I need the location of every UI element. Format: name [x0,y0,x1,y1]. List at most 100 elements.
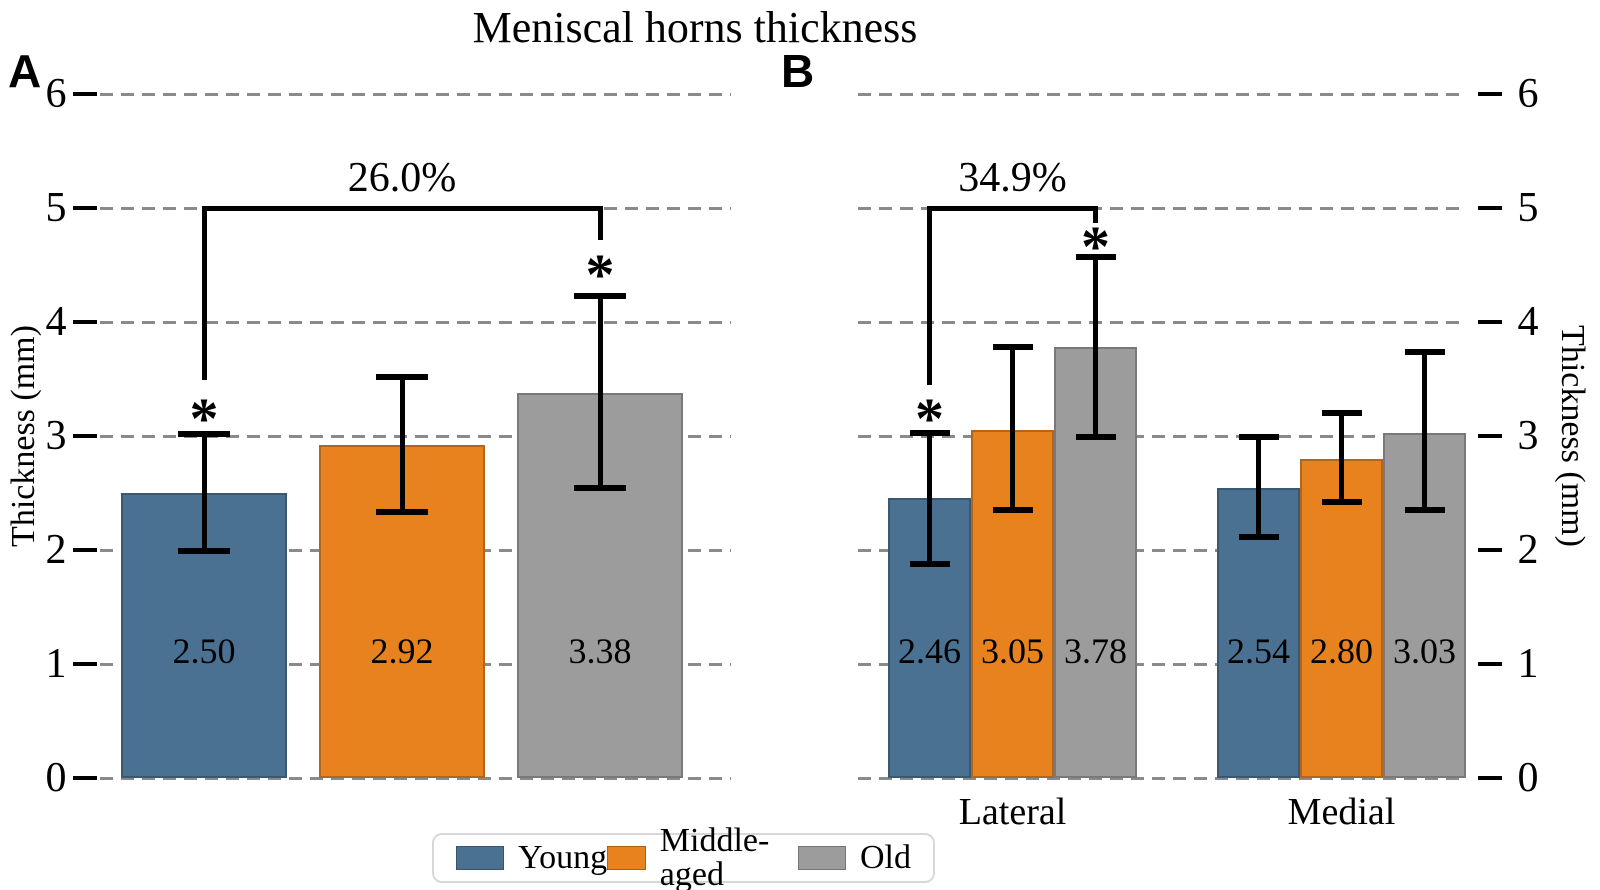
error-bar-line [201,433,207,552]
significance-bracket-top [927,205,1098,211]
y-tick-label-left-4: 4 [45,299,67,345]
significance-asterisk: * [915,386,944,451]
y-axis-label-right: Thickness (mm) [1554,325,1591,547]
error-bar-cap-top [1075,254,1116,261]
significance-bracket-right-leg [597,205,603,240]
error-bar-line [1093,257,1098,438]
error-bar-line [1010,347,1015,511]
bar-value-label: 3.03 [1393,631,1456,671]
bar-value-label: 2.54 [1227,631,1290,671]
gridline-y6 [100,92,731,96]
gridline-y0 [858,776,1466,780]
gridline-y5 [858,206,1466,210]
y-tick-left-2 [73,548,97,552]
gridline-y3 [100,434,731,438]
legend: Young Middle-aged Old [432,824,935,890]
y-tick-label-left-0: 0 [45,755,67,801]
significance-asterisk: * [585,242,615,307]
gridline-y0 [100,776,731,780]
error-bar-cap-top [992,344,1033,351]
legend-item-old: Old [798,841,911,875]
error-bar-cap-top [178,430,230,437]
error-bar-cap-bottom [992,507,1033,514]
y-tick-right-4 [1478,320,1502,324]
error-bar-cap-bottom [178,548,230,555]
bar-value-label: 3.78 [1064,631,1127,671]
error-bar-line [1339,413,1344,503]
y-tick-right-3 [1478,434,1502,438]
gridline-y6 [858,92,1466,96]
x-category-label-lateral: Lateral [958,791,1067,833]
y-tick-label-left-3: 3 [45,413,67,459]
legend-label-old: Old [860,839,911,876]
bar-middle-aged-medial [1300,458,1383,778]
legend-swatch-old [798,846,846,870]
significance-percent-label: 26.0% [347,154,457,201]
y-tick-right-2 [1478,548,1502,552]
legend-item-young: Young [456,841,607,875]
y-tick-label-right-4: 4 [1517,299,1539,345]
y-tick-left-1 [73,662,97,666]
gridline-y4 [100,320,731,324]
gridline-y3 [858,434,1466,438]
y-tick-left-4 [73,320,97,324]
y-tick-label-left-2: 2 [45,527,67,573]
error-bar-line [1256,437,1261,538]
error-bar-cap-top [1238,434,1279,441]
gridline-y2 [858,548,1466,552]
y-tick-label-left-5: 5 [45,185,67,231]
legend-swatch-young [456,846,504,870]
y-tick-label-right-5: 5 [1517,185,1539,231]
panel-letter-a: A [8,45,42,97]
gridline-y1 [858,662,1466,666]
error-bar-cap-top [574,292,626,299]
significance-bracket-right-leg [1093,205,1098,223]
error-bar-cap-bottom [376,509,428,516]
error-bar-line [399,376,405,513]
bar-value-label: 2.92 [370,631,434,671]
bar-value-label: 3.38 [568,631,632,671]
y-tick-label-left-1: 1 [45,641,67,687]
error-bar-cap-bottom [1404,507,1445,514]
y-tick-label-right-3: 3 [1517,413,1539,459]
legend-swatch-middle-aged [607,846,646,870]
y-tick-right-1 [1478,662,1502,666]
error-bar-cap-bottom [574,485,626,492]
y-tick-label-left-6: 6 [45,71,67,117]
y-tick-left-6 [73,92,97,96]
bar-value-label: 2.46 [898,631,961,671]
y-tick-left-0 [73,776,97,780]
significance-asterisk: * [1081,214,1110,279]
y-tick-label-right-0: 0 [1517,755,1539,801]
significance-asterisk: * [189,386,219,451]
significance-bracket-left-leg [201,205,207,380]
legend-item-middle-aged: Middle-aged [607,824,798,890]
y-tick-left-5 [73,206,97,210]
significance-bracket-left-leg [927,205,932,385]
legend-label-young: Young [518,839,608,876]
legend-label-middle-aged: Middle-aged [659,822,770,890]
y-tick-right-6 [1478,92,1502,96]
error-bar-cap-bottom [909,560,950,567]
bar-value-label: 2.50 [172,631,236,671]
error-bar-line [597,295,603,489]
chart-title: Meniscal horns thickness [472,3,918,52]
gridline-y4 [858,320,1466,324]
y-tick-right-5 [1478,206,1502,210]
significance-bracket-top [201,205,603,211]
bar-value-label: 3.05 [981,631,1044,671]
error-bar-cap-top [1321,410,1362,417]
bar-value-label: 2.80 [1310,631,1373,671]
y-tick-label-right-2: 2 [1517,527,1539,573]
y-tick-label-right-6: 6 [1517,71,1539,117]
error-bar-cap-top [909,429,950,436]
y-tick-label-right-1: 1 [1517,641,1539,687]
panel-letter-b: B [781,45,815,97]
error-bar-line [927,432,932,564]
y-tick-left-3 [73,434,97,438]
error-bar-cap-bottom [1321,499,1362,506]
error-bar-cap-top [1404,348,1445,355]
x-category-label-medial: Medial [1287,791,1396,833]
significance-percent-label: 34.9% [958,154,1067,201]
